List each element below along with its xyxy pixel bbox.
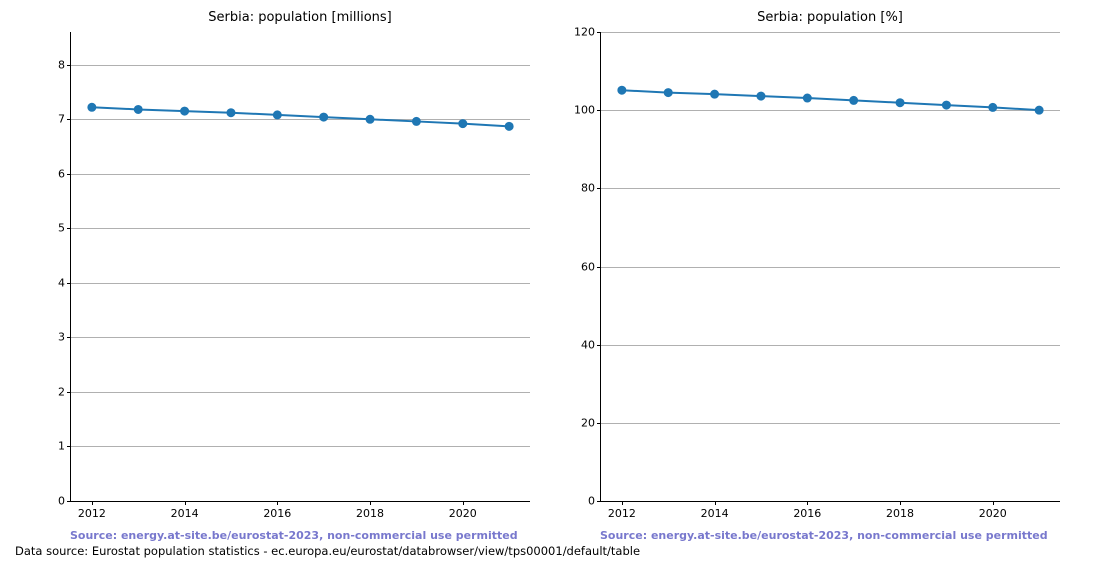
figure: Serbia: population [millions] 0123456782… [0, 0, 1100, 572]
data-point [850, 96, 858, 104]
data-point [227, 109, 235, 117]
y-tick-mark [597, 501, 601, 502]
x-tick-label: 2018 [886, 507, 914, 520]
y-tick-label: 6 [58, 167, 65, 180]
left-chart-title: Serbia: population [millions] [70, 10, 530, 25]
data-point [181, 107, 189, 115]
y-tick-label: 0 [58, 495, 65, 508]
right-subplot: Serbia: population [%] 02040608010012020… [600, 32, 1060, 502]
x-tick-label: 2018 [356, 507, 384, 520]
data-series [71, 32, 530, 501]
data-source-text: Data source: Eurostat population statist… [15, 544, 640, 558]
series-line [622, 90, 1039, 110]
data-point [942, 101, 950, 109]
right-credit-text: Source: energy.at-site.be/eurostat-2023,… [600, 529, 1048, 542]
x-tick-label: 2020 [979, 507, 1007, 520]
data-point [618, 86, 626, 94]
x-tick-label: 2014 [171, 507, 199, 520]
data-point [757, 92, 765, 100]
right-chart-title: Serbia: population [%] [600, 10, 1060, 25]
x-tick-label: 2012 [608, 507, 636, 520]
y-tick-label: 4 [58, 276, 65, 289]
x-tick-mark [463, 501, 464, 505]
y-tick-label: 100 [574, 104, 595, 117]
data-point [366, 115, 374, 123]
y-tick-label: 3 [58, 331, 65, 344]
data-point [803, 94, 811, 102]
y-tick-label: 5 [58, 222, 65, 235]
left-credit-text: Source: energy.at-site.be/eurostat-2023,… [70, 529, 518, 542]
data-point [1035, 106, 1043, 114]
y-tick-label: 20 [581, 416, 595, 429]
x-tick-mark [185, 501, 186, 505]
x-tick-mark [807, 501, 808, 505]
y-tick-label: 80 [581, 182, 595, 195]
y-tick-label: 60 [581, 260, 595, 273]
x-tick-mark [622, 501, 623, 505]
y-tick-label: 2 [58, 385, 65, 398]
series-line [92, 107, 509, 126]
data-point [505, 122, 513, 130]
data-point [134, 105, 142, 113]
x-tick-mark [277, 501, 278, 505]
x-tick-mark [993, 501, 994, 505]
y-tick-label: 7 [58, 113, 65, 126]
data-point [412, 117, 420, 125]
x-tick-label: 2016 [263, 507, 291, 520]
y-tick-label: 40 [581, 338, 595, 351]
x-tick-mark [900, 501, 901, 505]
y-tick-mark [67, 501, 71, 502]
x-tick-mark [92, 501, 93, 505]
data-point [88, 103, 96, 111]
y-tick-label: 0 [588, 495, 595, 508]
data-point [459, 120, 467, 128]
y-tick-label: 8 [58, 58, 65, 71]
data-point [320, 113, 328, 121]
x-tick-label: 2016 [793, 507, 821, 520]
x-tick-label: 2014 [701, 507, 729, 520]
x-tick-label: 2020 [449, 507, 477, 520]
data-point [896, 99, 904, 107]
y-tick-label: 120 [574, 26, 595, 39]
data-point [711, 90, 719, 98]
x-tick-mark [715, 501, 716, 505]
right-plot-area: 02040608010012020122014201620182020 [600, 32, 1060, 502]
y-tick-label: 1 [58, 440, 65, 453]
left-subplot: Serbia: population [millions] 0123456782… [70, 32, 530, 502]
left-plot-area: 01234567820122014201620182020 [70, 32, 530, 502]
data-point [989, 103, 997, 111]
data-series [601, 32, 1060, 501]
data-point [664, 89, 672, 97]
x-tick-mark [370, 501, 371, 505]
data-point [273, 111, 281, 119]
x-tick-label: 2012 [78, 507, 106, 520]
